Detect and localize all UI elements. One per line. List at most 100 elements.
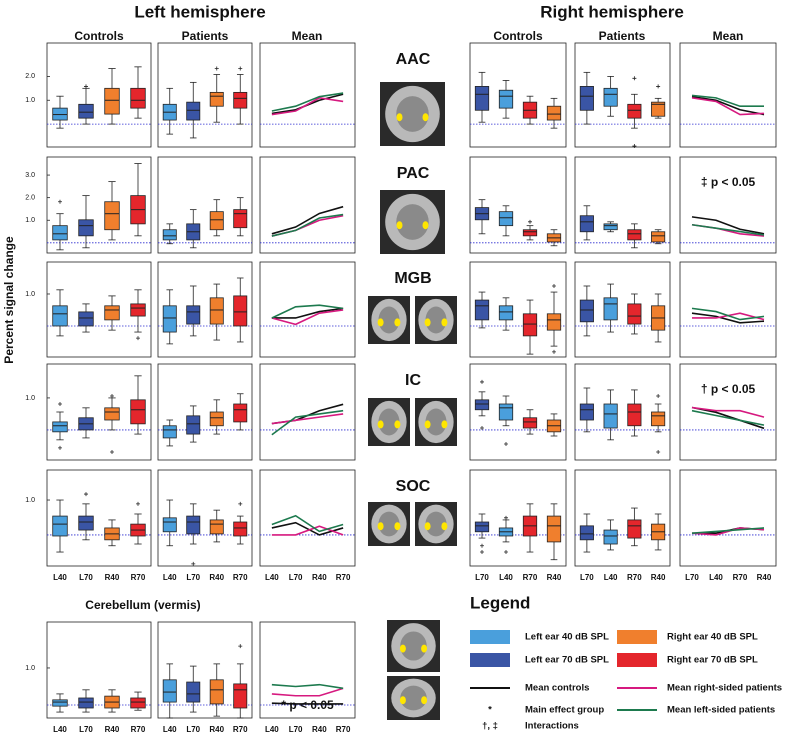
- box: [209, 519, 224, 535]
- box: [130, 87, 146, 109]
- legend-title: Legend: [470, 593, 530, 612]
- box: [130, 399, 146, 425]
- panel-frame: [46, 156, 152, 254]
- box: [52, 699, 68, 707]
- box: [603, 87, 618, 107]
- mean-line: [271, 92, 344, 112]
- x-tick-label: R70: [131, 573, 146, 582]
- brain-image: [425, 511, 447, 537]
- activation: [421, 696, 428, 705]
- column-label: Patients: [182, 29, 229, 43]
- box: [603, 529, 618, 545]
- box: [186, 515, 201, 535]
- legend-swatch: [617, 653, 657, 667]
- activation: [394, 420, 401, 429]
- box: [162, 305, 177, 333]
- outlier: [480, 379, 484, 384]
- x-tick-label: L40: [163, 725, 177, 734]
- panel-frame: [469, 261, 567, 358]
- mean-line: [691, 307, 765, 321]
- box: [627, 303, 642, 325]
- x-tick-label: L40: [163, 573, 177, 582]
- activation: [422, 221, 429, 230]
- x-tick-label: R70: [733, 573, 748, 582]
- outlier: [480, 426, 484, 430]
- x-tick-label: R40: [105, 573, 120, 582]
- activation: [441, 318, 448, 327]
- outlier: [238, 644, 243, 649]
- mean-line: [271, 403, 344, 425]
- box: [627, 103, 642, 119]
- region-label: MGB: [394, 270, 431, 287]
- x-tick-label: L70: [289, 725, 303, 734]
- x-tick-label: L70: [186, 725, 200, 734]
- legend-label: Left ear 70 dB SPL: [525, 655, 609, 666]
- x-tick-label: L40: [265, 725, 279, 734]
- outlier: [214, 66, 219, 71]
- y-tick-label: 2.0: [25, 195, 35, 202]
- legend-label: Right ear 70 dB SPL: [667, 655, 758, 666]
- box: [233, 91, 248, 109]
- mean-line: [271, 304, 344, 319]
- brain-image: [378, 306, 400, 334]
- x-tick-label: L40: [53, 573, 67, 582]
- mean-line: [691, 312, 765, 324]
- box: [579, 525, 594, 541]
- box: [52, 515, 68, 537]
- x-tick-label: L40: [53, 725, 67, 734]
- x-tick-label: R70: [336, 573, 351, 582]
- box: [474, 86, 490, 111]
- outlier: [552, 349, 556, 354]
- mean-line: [691, 216, 765, 235]
- mean-line: [271, 413, 344, 425]
- brain-image: [400, 631, 427, 661]
- box: [209, 297, 224, 325]
- x-tick-label: R70: [523, 573, 538, 582]
- activation: [377, 420, 384, 429]
- outlier: [84, 84, 88, 89]
- y-tick-label: 1.0: [25, 665, 35, 672]
- y-tick-label: 1.0: [25, 291, 35, 298]
- box: [233, 683, 248, 709]
- mean-line: [271, 683, 344, 690]
- outlier: [504, 550, 508, 555]
- legend-label: Interactions: [525, 721, 579, 732]
- x-tick-label: R40: [209, 573, 224, 582]
- box: [651, 101, 666, 117]
- column-label: Mean: [292, 29, 323, 43]
- panel-frame: [574, 261, 671, 358]
- region-label: IC: [405, 372, 421, 389]
- panel-frame: [46, 469, 152, 567]
- panel-frame: [469, 469, 567, 567]
- activation: [394, 318, 401, 327]
- outlier: [656, 394, 661, 398]
- box: [522, 229, 538, 237]
- mean-line: [271, 525, 344, 536]
- box: [627, 403, 642, 427]
- outlier: [110, 394, 114, 398]
- outlier: [238, 66, 243, 71]
- x-tick-label: L40: [604, 573, 618, 582]
- box: [78, 515, 94, 531]
- panel-frame: [157, 156, 253, 254]
- panel-frame: [679, 261, 777, 358]
- y-tick-label: 1.0: [25, 97, 35, 104]
- box: [579, 299, 594, 323]
- box: [162, 229, 177, 241]
- box: [104, 407, 120, 421]
- panel-frame: [46, 621, 152, 719]
- column-label: Patients: [599, 29, 646, 43]
- panel-frame: [259, 261, 356, 358]
- mean-line: [271, 205, 344, 235]
- mean-line: [271, 687, 344, 697]
- panel-frame: [679, 469, 777, 567]
- box: [651, 411, 666, 427]
- brain-image: [425, 306, 447, 334]
- outlier: [656, 450, 661, 454]
- box: [104, 87, 120, 115]
- column-label: Controls: [74, 29, 124, 43]
- x-tick-label: L40: [499, 573, 513, 582]
- outlier: [504, 442, 508, 446]
- legend-symbol: *: [488, 705, 492, 716]
- x-tick-label: L40: [709, 573, 723, 582]
